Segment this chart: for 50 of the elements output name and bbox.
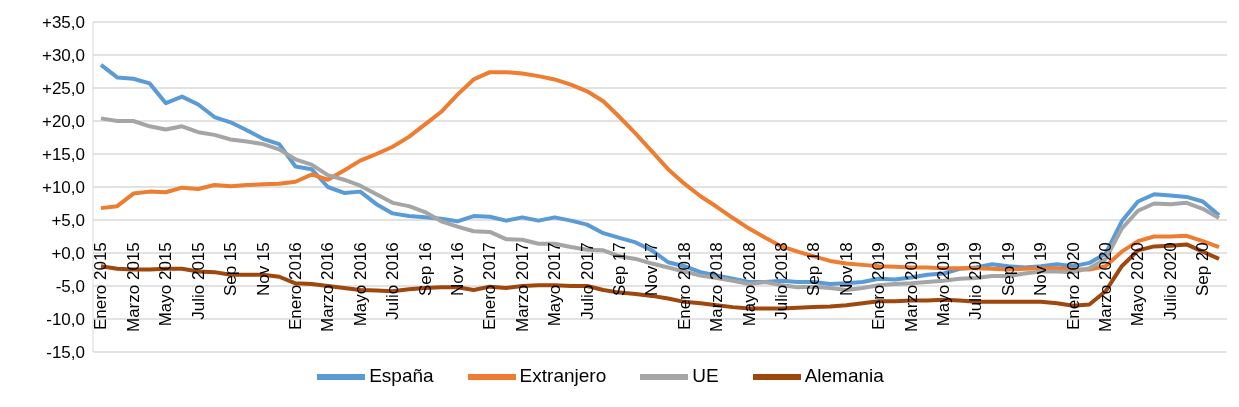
x-tick-label: Nov 15 [253,242,273,297]
x-tick-label: Nov 19 [1031,242,1051,297]
x-tick-label: Enero 2016 [285,242,305,331]
y-tick-label: +25,0 [41,79,85,99]
y-tick-label: -10,0 [46,310,85,330]
x-tick-label: Julio 2019 [966,242,986,320]
y-tick-label: +5,0 [51,211,85,231]
y-tick-label: +0,0 [51,244,85,264]
y-tick-label: +30,0 [41,46,85,66]
x-tick-label: Mayo 2020 [1128,242,1148,327]
x-tick-label: Marzo 2020 [1096,242,1116,332]
y-tick-label: +15,0 [41,145,85,165]
x-tick-label: Enero 2017 [480,242,500,331]
x-tick-label: Enero 2020 [1063,242,1083,331]
x-tick-label: Mayo 2018 [739,242,759,327]
x-tick-label: Sep 15 [221,242,241,297]
x-tick-label: Nov 18 [836,242,856,297]
y-tick-label: +20,0 [41,112,85,132]
x-tick-label: Julio 2018 [772,242,792,320]
x-tick-label: Sep 18 [804,242,824,297]
x-tick-label: Mayo 2019 [934,242,954,327]
x-tick-label: Mayo 2016 [350,242,370,327]
x-tick-label: Julio 2015 [188,242,208,320]
x-tick-label: Marzo 2019 [901,242,921,332]
x-tick-label: Sep 16 [415,242,435,297]
x-tick-label: Enero 2015 [91,242,111,331]
x-tick-label: Julio 2017 [577,242,597,320]
x-tick-label: Mayo 2015 [156,242,176,327]
x-tick-label: Julio 2020 [1160,242,1180,320]
legend-label: España [369,365,434,387]
x-tick-label: Marzo 2018 [707,242,727,332]
x-tick-label: Marzo 2015 [123,242,143,332]
x-tick-label: Marzo 2017 [512,242,532,332]
x-tick-label: Marzo 2016 [318,242,338,332]
x-tick-label: Nov 17 [642,242,662,297]
x-tick-label: Sep 20 [1193,242,1213,297]
x-tick-label: Sep 19 [998,242,1018,297]
y-tick-label: +10,0 [41,178,85,198]
x-tick-label: Enero 2018 [674,242,694,331]
y-tick-label: -5,0 [55,277,85,297]
y-tick-label: +35,0 [41,13,85,33]
x-tick-label: Nov 16 [447,242,467,297]
x-tick-label: Julio 2016 [383,242,403,320]
x-tick-label: Mayo 2017 [545,242,565,327]
legend-label: Alemania [804,365,884,387]
legend-label: Extranjero [519,365,607,387]
y-tick-label: -15,0 [46,343,85,363]
x-tick-label: Sep 17 [609,242,629,297]
legend-label: UE [692,365,719,387]
x-tick-label: Enero 2019 [869,242,889,331]
